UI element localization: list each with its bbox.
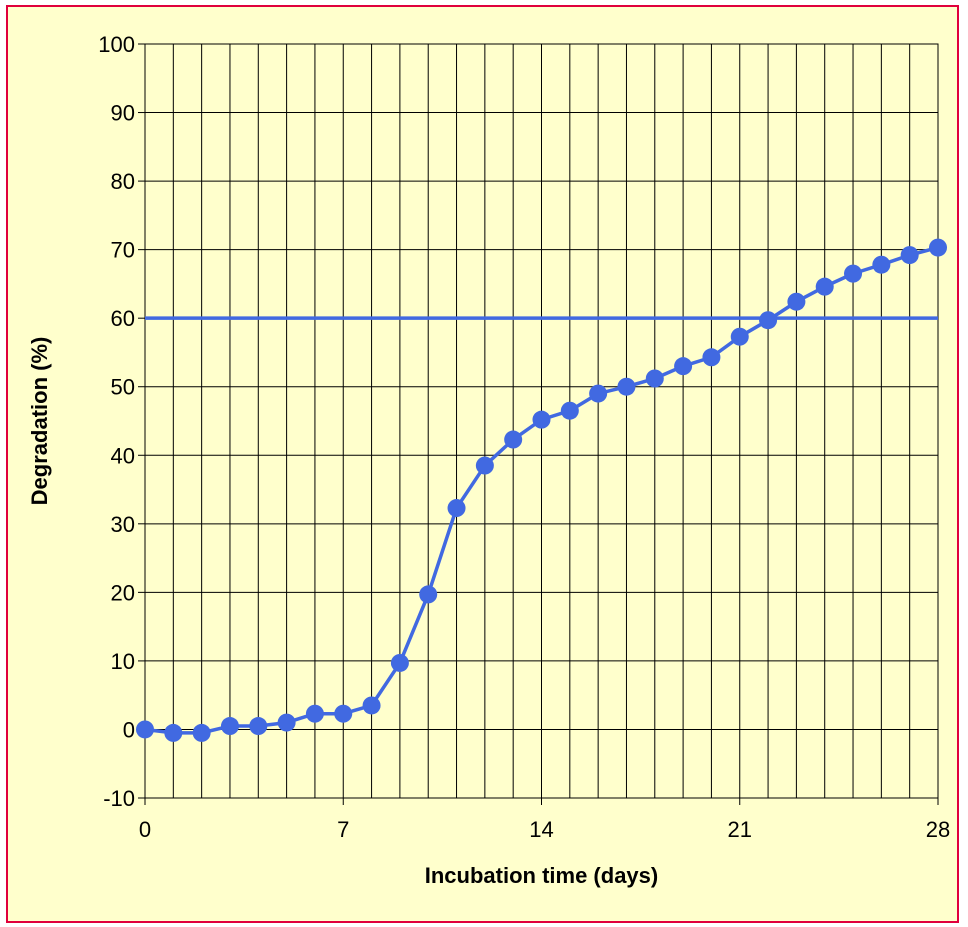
x-tick-label: 14 <box>529 817 553 842</box>
data-point <box>419 585 438 604</box>
y-tick-label: 70 <box>111 238 135 263</box>
y-axis-title: Degradation (%) <box>27 337 52 506</box>
data-point <box>504 430 523 449</box>
y-tick-label: -10 <box>103 786 135 811</box>
y-tick-label: 100 <box>98 32 135 57</box>
x-tick-label: 21 <box>728 817 752 842</box>
data-point <box>674 357 693 376</box>
data-point <box>730 327 749 346</box>
data-point <box>617 377 636 396</box>
y-tick-label: 40 <box>111 443 135 468</box>
data-point <box>872 255 891 274</box>
y-tick-label: 90 <box>111 101 135 126</box>
y-tick-label: 20 <box>111 580 135 605</box>
data-point <box>305 704 324 723</box>
x-tick-label: 28 <box>926 817 950 842</box>
data-series <box>136 238 947 742</box>
data-point <box>589 384 608 403</box>
data-point <box>220 717 239 736</box>
data-point <box>277 713 296 732</box>
data-point <box>192 723 211 742</box>
x-axis-title: Incubation time (days) <box>425 863 658 888</box>
y-tick-label: 80 <box>111 169 135 194</box>
data-point <box>900 246 919 265</box>
data-point <box>475 456 494 475</box>
data-point <box>532 410 551 429</box>
data-point <box>390 653 409 672</box>
data-point <box>787 292 806 311</box>
x-tick-label: 0 <box>139 817 151 842</box>
data-point <box>249 717 268 736</box>
y-tick-label: 60 <box>111 306 135 331</box>
data-point <box>334 704 353 723</box>
data-point <box>645 369 664 388</box>
y-tick-label: 30 <box>111 512 135 537</box>
data-point <box>759 311 778 330</box>
data-point <box>844 264 863 283</box>
data-point <box>164 723 183 742</box>
data-point <box>136 720 154 739</box>
y-tick-label: 50 <box>111 375 135 400</box>
data-point <box>702 348 721 367</box>
y-tick-label: 0 <box>123 717 135 742</box>
data-point <box>560 401 579 420</box>
data-point <box>929 238 947 257</box>
data-point <box>447 499 466 518</box>
data-point <box>815 277 834 296</box>
data-point <box>362 696 381 715</box>
x-tick-label: 7 <box>337 817 349 842</box>
y-tick-label: 10 <box>111 649 135 674</box>
